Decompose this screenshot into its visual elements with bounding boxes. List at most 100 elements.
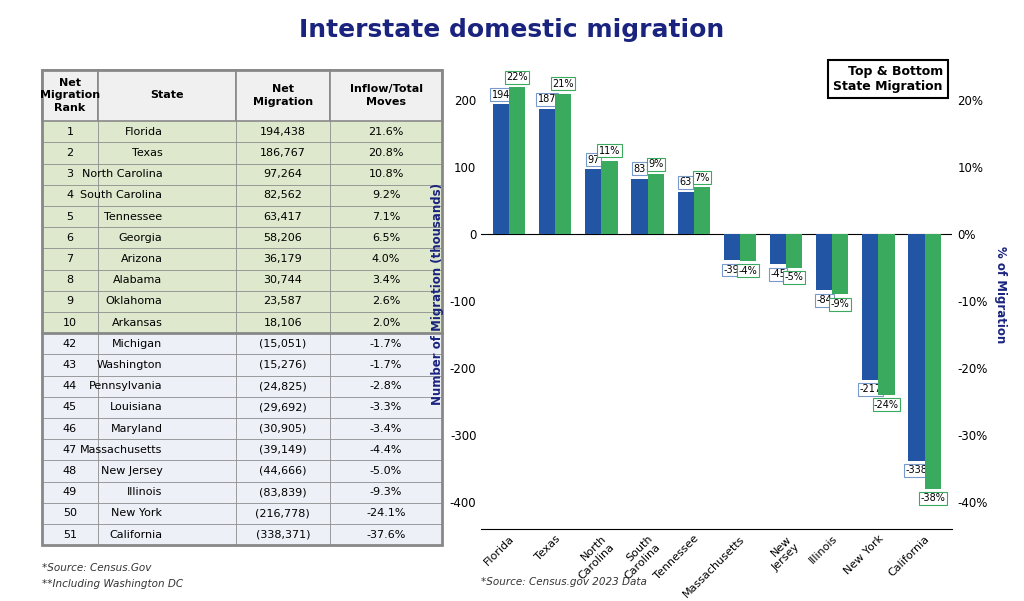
Bar	[98, 481, 236, 502]
Text: -5%: -5%	[784, 272, 804, 282]
Bar	[330, 524, 442, 545]
Bar	[98, 227, 236, 248]
Bar	[236, 70, 330, 121]
Bar	[42, 439, 98, 460]
Bar	[330, 163, 442, 185]
Bar	[98, 70, 236, 121]
Bar	[330, 333, 442, 355]
Bar	[770, 234, 786, 264]
Text: 8: 8	[67, 275, 74, 285]
Bar	[98, 460, 236, 481]
Bar	[42, 481, 98, 502]
Bar	[330, 270, 442, 291]
Bar	[42, 460, 98, 481]
Bar	[42, 312, 98, 333]
Bar	[740, 234, 756, 261]
Text: Maryland: Maryland	[111, 424, 163, 433]
Text: 18,106: 18,106	[263, 317, 302, 328]
Y-axis label: % of Migration: % of Migration	[994, 246, 1007, 343]
Text: 6.5%: 6.5%	[372, 233, 400, 243]
Text: 5: 5	[67, 212, 74, 222]
Bar	[632, 178, 647, 234]
Bar	[330, 355, 442, 376]
Text: 3: 3	[67, 169, 74, 179]
Bar	[236, 121, 330, 142]
Text: (338,371): (338,371)	[256, 529, 310, 540]
Bar	[98, 439, 236, 460]
Text: California: California	[110, 529, 163, 540]
Text: 45: 45	[62, 402, 77, 412]
Text: 36,179: 36,179	[263, 254, 302, 264]
Text: 83: 83	[633, 164, 645, 174]
Bar	[42, 333, 98, 355]
Text: 4.0%: 4.0%	[372, 254, 400, 264]
Text: Inflow/Total
Moves: Inflow/Total Moves	[349, 84, 423, 106]
Bar	[42, 355, 98, 376]
Bar	[42, 70, 98, 121]
Text: 58,206: 58,206	[263, 233, 302, 243]
Bar	[42, 376, 98, 397]
Bar	[833, 234, 849, 294]
Text: 42: 42	[62, 339, 77, 349]
Text: -39: -39	[724, 265, 739, 275]
Bar	[98, 524, 236, 545]
Text: Pennsylvania: Pennsylvania	[89, 381, 163, 391]
Text: -9%: -9%	[830, 299, 850, 309]
Bar	[42, 291, 98, 312]
Text: 21.6%: 21.6%	[369, 127, 403, 137]
Text: Arizona: Arizona	[121, 254, 163, 264]
Text: (39,149): (39,149)	[259, 445, 306, 455]
Bar	[555, 94, 571, 234]
Bar	[42, 121, 98, 142]
Bar	[98, 206, 236, 227]
Bar	[330, 312, 442, 333]
Text: (24,825): (24,825)	[259, 381, 307, 391]
Text: Interstate domestic migration: Interstate domestic migration	[299, 18, 725, 42]
Bar	[42, 502, 98, 524]
Text: *Source: Census.Gov: *Source: Census.Gov	[42, 563, 152, 573]
Text: 4: 4	[67, 191, 74, 201]
Text: Net
Migration: Net Migration	[253, 84, 313, 106]
Text: 1: 1	[67, 127, 74, 137]
Bar	[493, 105, 509, 234]
Bar	[236, 418, 330, 439]
Bar	[908, 234, 925, 460]
Text: -4.4%: -4.4%	[370, 445, 402, 455]
Bar	[236, 524, 330, 545]
Bar	[330, 121, 442, 142]
Bar	[98, 333, 236, 355]
Text: 43: 43	[62, 360, 77, 370]
Bar	[42, 163, 98, 185]
Text: South Carolina: South Carolina	[81, 191, 163, 201]
Bar	[330, 185, 442, 206]
Text: 44: 44	[62, 381, 77, 391]
Bar	[786, 234, 802, 267]
Bar	[330, 248, 442, 270]
Bar	[236, 270, 330, 291]
Bar	[98, 121, 236, 142]
Text: 2.0%: 2.0%	[372, 317, 400, 328]
Bar	[724, 234, 740, 260]
Text: -3.3%: -3.3%	[370, 402, 402, 412]
Text: -45: -45	[770, 269, 786, 279]
Bar	[816, 234, 833, 290]
Text: -5.0%: -5.0%	[370, 466, 402, 476]
Text: 21%: 21%	[553, 79, 574, 89]
Text: 10: 10	[62, 317, 77, 328]
Text: State: State	[150, 90, 183, 100]
Text: **Including Washington DC: **Including Washington DC	[42, 579, 183, 589]
Bar	[236, 376, 330, 397]
Text: 82,562: 82,562	[263, 191, 302, 201]
Text: 22%: 22%	[506, 72, 528, 82]
Bar	[42, 397, 98, 418]
Bar	[98, 355, 236, 376]
Bar	[236, 291, 330, 312]
Text: 10.8%: 10.8%	[369, 169, 403, 179]
Text: 97,264: 97,264	[263, 169, 302, 179]
Text: 9.2%: 9.2%	[372, 191, 400, 201]
Text: -24%: -24%	[874, 400, 899, 410]
Bar	[236, 163, 330, 185]
Text: Arkansas: Arkansas	[112, 317, 163, 328]
Text: Washington: Washington	[97, 360, 163, 370]
Bar	[925, 234, 941, 489]
